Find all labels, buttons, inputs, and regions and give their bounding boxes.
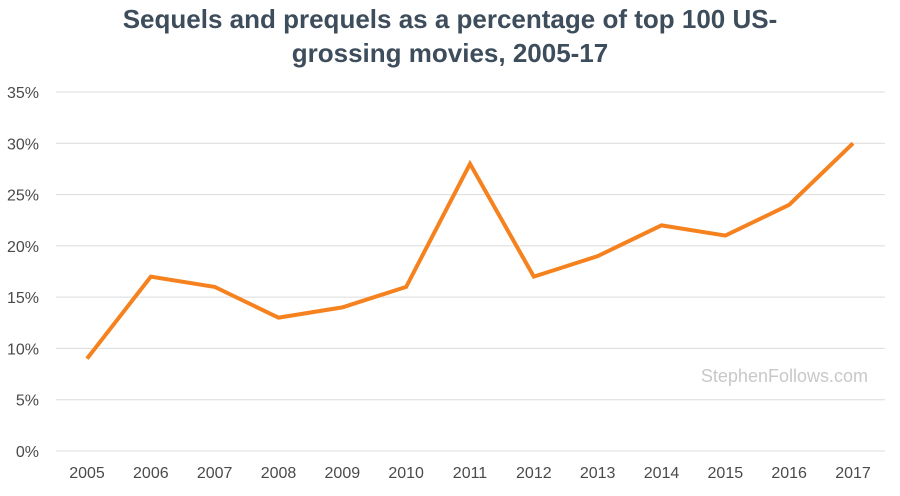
chart-title: Sequels and prequels as a percentage of … [0, 2, 900, 70]
y-tick-label: 35% [7, 85, 39, 102]
gridlines [56, 91, 885, 452]
x-tick-label: 2011 [453, 465, 488, 482]
y-tick-label: 0% [16, 444, 39, 461]
y-tick-label: 30% [7, 136, 39, 153]
x-tick-label: 2017 [835, 465, 871, 482]
x-tick-label: 2007 [197, 465, 233, 482]
x-tick-label: 2009 [325, 465, 361, 482]
chart-title-line-2: grossing movies, 2005-17 [291, 38, 609, 68]
chart-title-line-1: Sequels and prequels as a percentage of … [122, 4, 778, 34]
y-tick-label: 25% [7, 188, 39, 205]
y-axis-ticks: 0% 5% 10% 15% 20% 25% 30% 35% [7, 85, 39, 461]
x-tick-label: 2006 [133, 465, 169, 482]
watermark-text: StephenFollows.com [701, 366, 868, 386]
x-tick-label: 2010 [388, 465, 424, 482]
x-tick-label: 2015 [708, 465, 744, 482]
x-tick-label: 2014 [644, 465, 680, 482]
x-tick-label: 2012 [516, 465, 552, 482]
x-axis-ticks: 2005 2006 2007 2008 2009 2010 2011 2012 2013 2014… [69, 465, 871, 482]
y-tick-label: 5% [16, 393, 39, 410]
y-tick-label: 10% [7, 341, 39, 358]
series-group [85, 141, 855, 360]
x-tick-label: 2013 [580, 465, 616, 482]
x-tick-label: 2016 [771, 465, 807, 482]
y-tick-label: 20% [7, 239, 39, 256]
y-tick-label: 15% [7, 290, 39, 307]
series-line [85, 141, 855, 360]
x-tick-label: 2008 [261, 465, 297, 482]
x-tick-label: 2005 [69, 465, 105, 482]
